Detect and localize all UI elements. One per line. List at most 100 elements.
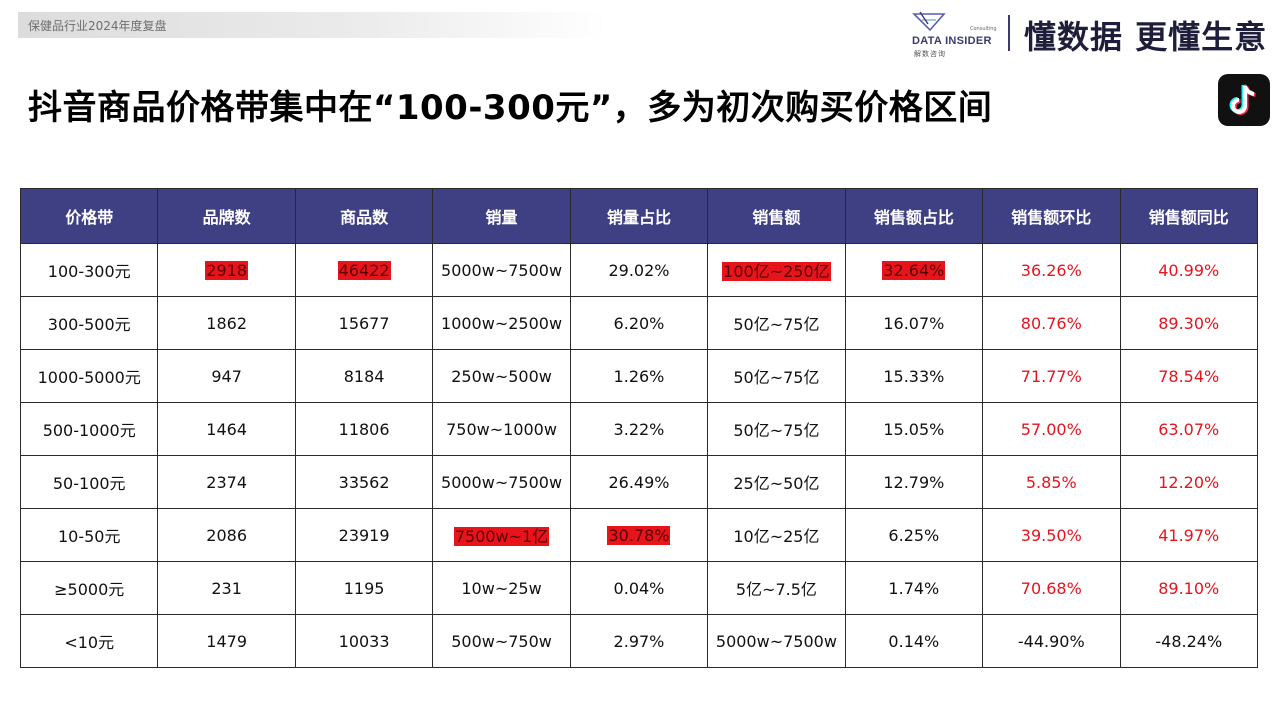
highlighted-value: 100亿~250亿	[722, 262, 831, 281]
column-header: 销售额占比	[844, 188, 984, 244]
table-cell: 100-300元	[19, 243, 159, 297]
column-header: 销售额同比	[1119, 188, 1258, 244]
table-cell: 1.74%	[844, 561, 984, 615]
table-row: ≥5000元 231 1195 10w~25w 0.04% 5亿~7.5亿 1.74% 70.…	[19, 561, 1258, 615]
brand-small-label: Consulting	[970, 26, 997, 32]
table-cell: 50-100元	[19, 455, 159, 509]
highlighted-value: 30.78%	[607, 525, 671, 545]
table-cell: 2086	[157, 508, 296, 562]
table-cell: 100亿~250亿	[707, 243, 846, 297]
table-cell: 80.76%	[982, 296, 1121, 350]
table-cell: 231	[157, 561, 296, 615]
slogan: 懂数据 更懂生意	[1024, 18, 1268, 56]
table-cell: 1479	[157, 614, 296, 668]
table-cell: 25亿~50亿	[707, 455, 846, 509]
table-cell: 5亿~7.5亿	[707, 561, 846, 615]
column-header: 销量	[432, 188, 571, 244]
report-title-bar: 保健品行业2024年度复盘	[18, 12, 608, 38]
table-cell: -48.24%	[1119, 614, 1258, 668]
table-cell: 15677	[294, 296, 434, 350]
table-row: 10-50元 2086 23919 7500w~1亿 30.78% 10亿~25亿 6.25…	[19, 508, 1258, 562]
table-cell: 6.20%	[569, 296, 709, 350]
table-row: <10元 1479 10033 500w~750w 2.97% 5000w~7500w 0.…	[19, 614, 1258, 668]
table-cell: 39.50%	[982, 508, 1121, 562]
column-header: 销量占比	[569, 188, 709, 244]
table-cell: 1464	[157, 402, 296, 456]
table-cell: 32.64%	[844, 243, 984, 297]
table-row: 100-300元 2918 46422 5000w~7500w 29.02% 100亿~2…	[19, 243, 1258, 297]
table-cell: 7500w~1亿	[432, 508, 571, 562]
brand-name: DATA INSIDER	[912, 35, 992, 47]
table-cell: 23919	[294, 508, 434, 562]
tiktok-icon	[1218, 74, 1270, 126]
table-cell: 40.99%	[1119, 243, 1258, 297]
table-cell: 15.05%	[844, 402, 984, 456]
table-row: 500-1000元 1464 11806 750w~1000w 3.22% 50亿~75亿…	[19, 402, 1258, 456]
table-cell: 16.07%	[844, 296, 984, 350]
table-cell: 2374	[157, 455, 296, 509]
table-cell: 50亿~75亿	[707, 349, 846, 403]
table-cell: 10-50元	[19, 508, 159, 562]
table-cell: 12.20%	[1119, 455, 1258, 509]
highlighted-value: 46422	[337, 260, 391, 280]
table-cell: 5000w~7500w	[432, 455, 571, 509]
table-cell: 3.22%	[569, 402, 709, 456]
table-cell: 6.25%	[844, 508, 984, 562]
table-cell: 0.04%	[569, 561, 709, 615]
table-cell: 500w~750w	[432, 614, 571, 668]
table-cell: 0.14%	[844, 614, 984, 668]
table-cell: 50亿~75亿	[707, 296, 846, 350]
table-cell: 71.77%	[982, 349, 1121, 403]
highlighted-value: 32.64%	[882, 260, 946, 280]
table-cell: 5000w~7500w	[432, 243, 571, 297]
table-cell: 89.10%	[1119, 561, 1258, 615]
table-cell: 1000-5000元	[19, 349, 159, 403]
table-cell: -44.90%	[982, 614, 1121, 668]
table-cell: 1000w~2500w	[432, 296, 571, 350]
column-header: 销售额	[707, 188, 846, 244]
table-cell: 5000w~7500w	[707, 614, 846, 668]
table-cell: 33562	[294, 455, 434, 509]
table-cell: 78.54%	[1119, 349, 1258, 403]
table-cell: ≥5000元	[19, 561, 159, 615]
table-cell: 11806	[294, 402, 434, 456]
table-cell: 8184	[294, 349, 434, 403]
highlighted-value: 2918	[205, 260, 249, 280]
table-cell: 29.02%	[569, 243, 709, 297]
table-row: 1000-5000元 947 8184 250w~500w 1.26% 50亿~75亿 15…	[19, 349, 1258, 403]
table-cell: 15.33%	[844, 349, 984, 403]
column-header: 商品数	[294, 188, 434, 244]
table-cell: 12.79%	[844, 455, 984, 509]
table-cell: 250w~500w	[432, 349, 571, 403]
data-insider-logo: Consulting DATA INSIDER 解数咨询	[908, 10, 998, 58]
highlighted-value: 7500w~1亿	[453, 527, 550, 546]
table-cell: 947	[157, 349, 296, 403]
table-cell: <10元	[19, 614, 159, 668]
table-cell: 10亿~25亿	[707, 508, 846, 562]
table-cell: 36.26%	[982, 243, 1121, 297]
table-cell: 500-1000元	[19, 402, 159, 456]
table-row: 300-500元 1862 15677 1000w~2500w 6.20% 50亿~75亿…	[19, 296, 1258, 350]
table-cell: 10w~25w	[432, 561, 571, 615]
page-title: 抖音商品价格带集中在“100-300元”，多为初次购买价格区间	[28, 88, 993, 128]
brand-subname: 解数咨询	[914, 50, 946, 58]
table-cell: 26.49%	[569, 455, 709, 509]
table-cell: 63.07%	[1119, 402, 1258, 456]
header-divider	[1008, 15, 1010, 51]
table-cell: 1195	[294, 561, 434, 615]
table-cell: 41.97%	[1119, 508, 1258, 562]
table-cell: 89.30%	[1119, 296, 1258, 350]
report-title-label: 保健品行业2024年度复盘	[28, 19, 167, 33]
price-band-table: 价格带 品牌数 商品数 销量 销量占比 销售额 销售额占比 销售额环比 销售额同…	[19, 188, 1258, 668]
table-cell: 30.78%	[569, 508, 709, 562]
column-header: 价格带	[19, 188, 159, 244]
table-cell: 57.00%	[982, 402, 1121, 456]
column-header: 品牌数	[157, 188, 296, 244]
data-insider-logo-icon	[912, 11, 946, 32]
table-cell: 2918	[157, 243, 296, 297]
table-cell: 46422	[294, 243, 434, 297]
table-header-row: 价格带 品牌数 商品数 销量 销量占比 销售额 销售额占比 销售额环比 销售额同…	[19, 188, 1258, 244]
table-row: 50-100元 2374 33562 5000w~7500w 26.49% 25亿~50亿…	[19, 455, 1258, 509]
table-cell: 50亿~75亿	[707, 402, 846, 456]
table-cell: 1.26%	[569, 349, 709, 403]
